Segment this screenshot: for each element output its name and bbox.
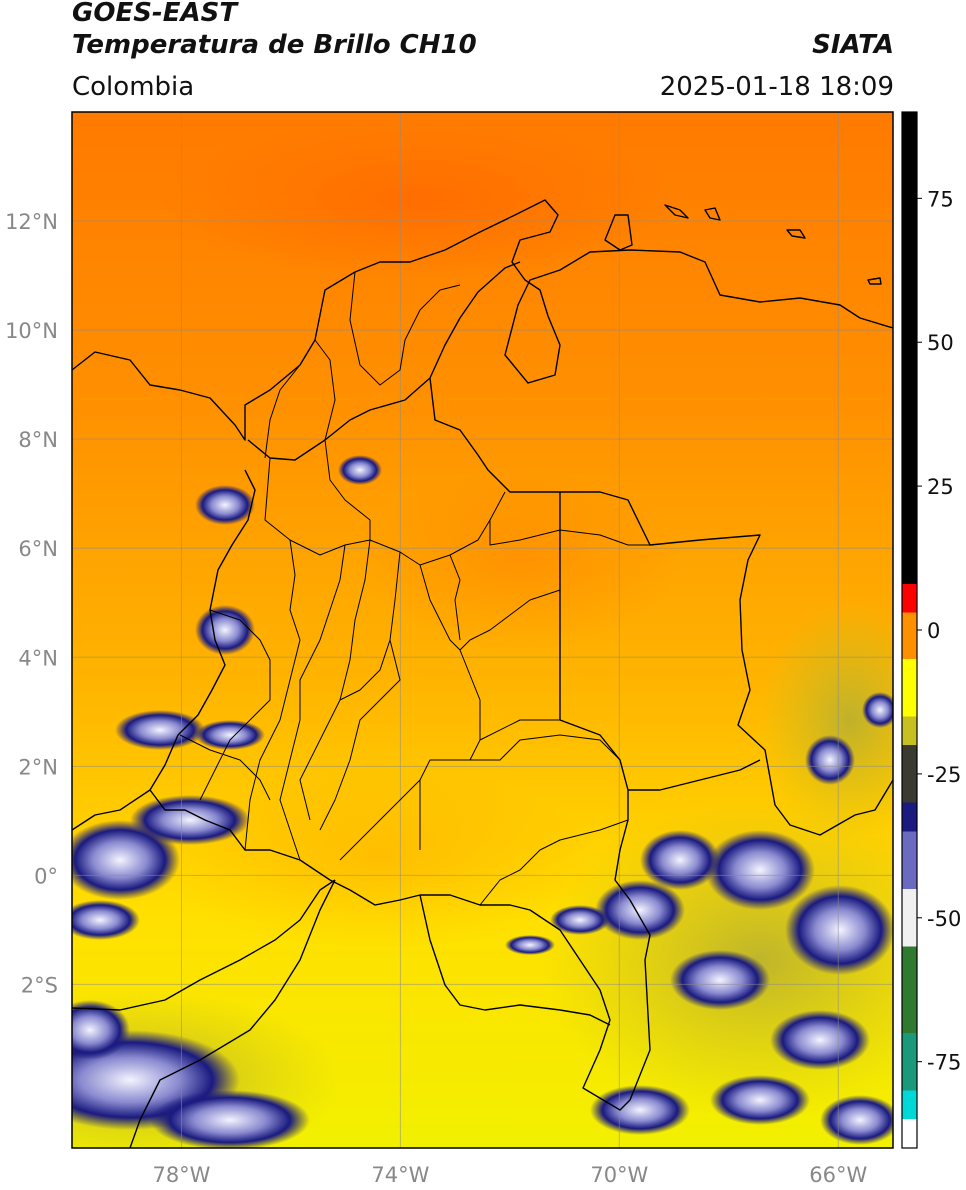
island	[867, 277, 882, 285]
warm-region	[160, 770, 600, 950]
cloud-cell	[72, 820, 180, 900]
lon-tick-label: 74°W	[371, 1163, 429, 1187]
cloud-cell	[338, 455, 382, 485]
venezuela-brazil-border	[628, 759, 761, 791]
lon-tick-label: 78°W	[152, 1163, 210, 1187]
colombia-border	[149, 261, 893, 1111]
lat-tick-label: 10°N	[5, 319, 58, 343]
island	[704, 207, 721, 221]
colorbar-tick-label: -25	[927, 763, 961, 787]
map-frame	[71, 111, 894, 1149]
colorbar-tick-label: 50	[927, 331, 954, 355]
lat-tick-label: 2°S	[21, 973, 58, 997]
warm-region	[360, 470, 680, 650]
cloud-cell	[595, 880, 685, 940]
cloud-cell	[710, 1075, 810, 1125]
latitude-tick-labels: 12°N 10°N 8°N 6°N 4°N 2°N 0° 2°S	[5, 210, 58, 997]
cloud-cell	[705, 830, 815, 910]
cloud-cell	[590, 1085, 690, 1135]
lat-tick-label: 12°N	[5, 210, 58, 234]
lat-tick-label: 6°N	[18, 537, 58, 561]
region-label: Colombia	[72, 72, 195, 102]
cloud-cell	[785, 885, 893, 975]
colorbar-tick-label: 75	[927, 187, 954, 211]
cloud-cell	[150, 1090, 310, 1148]
department-boundaries	[179, 271, 650, 906]
island	[786, 229, 806, 239]
cloud-cell	[770, 1010, 870, 1070]
lat-lon-grid	[72, 112, 893, 1148]
colorbar-tick-label: -50	[927, 907, 961, 931]
lon-tick-label: 70°W	[590, 1163, 648, 1187]
cloud-cell	[195, 605, 255, 655]
datetime-label: 2025-01-18 18:09	[659, 72, 894, 102]
lat-tick-label: 8°N	[18, 428, 58, 452]
cloud-cell	[72, 900, 140, 940]
lon-tick-label: 66°W	[809, 1163, 867, 1187]
cloud-cell	[505, 935, 555, 955]
colorbar-tick-label: -75	[927, 1051, 961, 1075]
cloud-cell	[550, 905, 610, 935]
pacific-coastline	[72, 469, 256, 831]
island	[664, 204, 689, 219]
satellite-title: GOES-EAST	[72, 0, 238, 28]
cloud-cell	[130, 795, 250, 845]
cloud-cell	[195, 485, 255, 525]
cloud-cell	[72, 1000, 130, 1060]
ecuador-peru-border	[72, 879, 336, 1148]
boundaries	[72, 199, 893, 1148]
product-title: Temperatura de Brillo CH10	[72, 30, 477, 60]
cool-region	[760, 600, 893, 840]
colorbar: 75 50 25 0 -25 -50 -75	[901, 111, 961, 1149]
caribbean-coastline	[72, 199, 893, 441]
longitude-tick-labels: 78°W 74°W 70°W 66°W	[152, 1163, 867, 1187]
warm-region	[160, 120, 680, 280]
lat-tick-label: 0°	[34, 864, 58, 888]
colorbar-tick-label: 25	[927, 475, 954, 499]
lat-tick-label: 4°N	[18, 646, 58, 670]
colorbar-tick-label: 0	[927, 619, 940, 643]
cloud-cell	[195, 720, 265, 750]
cloud-cell	[640, 830, 720, 890]
cloud-cell	[115, 710, 205, 750]
cloud-cell	[670, 950, 770, 1010]
lat-tick-label: 2°N	[18, 755, 58, 779]
peru-brazil-border	[419, 894, 611, 1026]
island	[604, 214, 633, 251]
convective-clouds	[72, 455, 893, 1148]
organization-label: SIATA	[812, 30, 894, 60]
map-area	[72, 112, 893, 1148]
colorbar-scale	[901, 111, 918, 1149]
cloud-cell	[820, 1095, 893, 1145]
cloud-cell	[805, 735, 855, 785]
cloud-cell	[862, 692, 893, 728]
